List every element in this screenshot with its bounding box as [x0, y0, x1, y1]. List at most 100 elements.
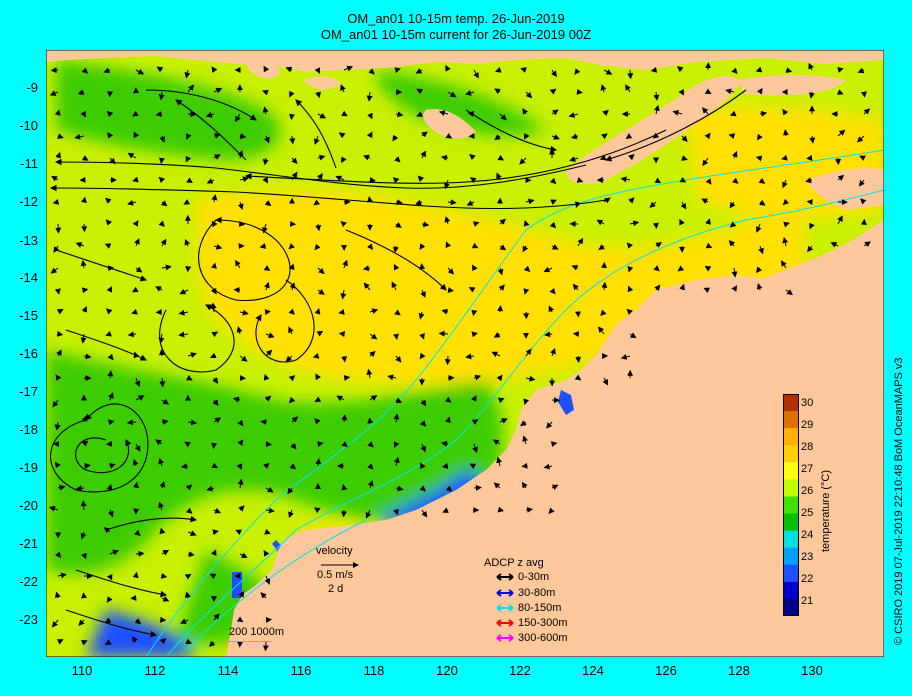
- current-vector: [447, 267, 454, 275]
- current-vector: [133, 351, 140, 359]
- y-tick-label: -14: [19, 270, 38, 285]
- current-vector: [440, 154, 449, 161]
- current-vector: [655, 242, 663, 248]
- current-vector: [806, 154, 813, 161]
- current-vector: [335, 175, 345, 182]
- current-vector: [161, 549, 170, 556]
- current-vector: [54, 288, 61, 295]
- adcp-legend-title: ADCP z avg: [484, 557, 544, 569]
- current-vector: [104, 243, 112, 249]
- current-vector: [238, 591, 245, 599]
- current-vector: [549, 88, 557, 95]
- current-vector: [496, 456, 503, 467]
- current-vector: [340, 84, 346, 93]
- current-vector: [187, 352, 197, 358]
- current-vector: [468, 287, 476, 293]
- current-vector: [209, 573, 217, 580]
- current-vector: [316, 173, 323, 181]
- current-vector: [473, 69, 479, 79]
- current-vector: [106, 110, 114, 118]
- current-vector: [340, 289, 347, 300]
- current-vector: [237, 478, 244, 489]
- current-vector: [837, 174, 845, 182]
- current-vector: [187, 84, 195, 93]
- current-vector: [837, 215, 843, 225]
- current-vector: [336, 395, 345, 402]
- current-vector: [805, 177, 813, 184]
- current-vector: [180, 618, 189, 624]
- current-vector: [392, 134, 399, 142]
- current-vector: [179, 288, 189, 295]
- y-tick-label: -10: [19, 118, 38, 133]
- current-vector: [107, 370, 114, 379]
- current-vector: [860, 198, 867, 205]
- current-vector: [289, 463, 297, 470]
- y-tick-label: -23: [19, 612, 38, 627]
- current-vector: [212, 377, 219, 384]
- current-vector: [263, 550, 270, 557]
- current-vector: [56, 349, 62, 357]
- current-vector: [704, 88, 712, 94]
- current-vector: [419, 485, 426, 492]
- current-vector: [369, 333, 378, 340]
- current-vector: [104, 639, 112, 645]
- current-vector: [184, 69, 191, 79]
- current-vector: [235, 259, 241, 269]
- current-vector: [264, 200, 272, 207]
- current-vector: [369, 395, 378, 401]
- current-streamlines: [49, 89, 747, 638]
- current-vector: [265, 332, 275, 338]
- current-vector: [239, 176, 249, 183]
- current-vector: [155, 111, 163, 118]
- current-vector: [186, 375, 193, 381]
- current-vector: [497, 154, 505, 161]
- current-vector: [497, 397, 505, 404]
- current-vector: [54, 461, 61, 469]
- current-vector: [756, 133, 763, 141]
- current-vector: [263, 265, 271, 271]
- y-tick-label: -13: [19, 233, 38, 248]
- current-vector: [237, 201, 244, 210]
- current-vector: [54, 421, 61, 431]
- current-vector: [75, 242, 85, 248]
- current-vector: [441, 308, 449, 315]
- current-vector: [103, 527, 111, 534]
- current-vector: [313, 507, 321, 514]
- current-vector: [205, 111, 215, 118]
- y-tick-label: -17: [19, 384, 38, 399]
- current-vector: [213, 87, 223, 94]
- current-vector: [731, 267, 738, 278]
- current-vector: [132, 458, 139, 467]
- current-vector: [74, 133, 85, 140]
- current-vector: [212, 529, 219, 536]
- double-arrow-icon: [496, 619, 514, 627]
- current-vector: [262, 641, 269, 652]
- current-vector: [289, 113, 295, 121]
- current-vector: [262, 157, 269, 166]
- current-vector: [627, 285, 634, 293]
- colorbar-tick-label: 30: [801, 397, 814, 409]
- current-vector: [178, 309, 189, 316]
- current-vector: [108, 463, 116, 469]
- current-vector: [392, 177, 400, 184]
- current-vector: [680, 201, 687, 210]
- current-vector: [444, 216, 451, 225]
- current-vector: [106, 596, 113, 603]
- y-tick-label: -22: [19, 574, 38, 589]
- current-vector: [184, 591, 191, 599]
- current-vector: [50, 267, 59, 274]
- current-vector: [239, 309, 249, 316]
- current-vector: [598, 244, 605, 250]
- current-vector: [830, 242, 839, 248]
- colorbar-swatch: [783, 428, 799, 446]
- current-vector: [315, 458, 322, 467]
- current-vector: [782, 198, 790, 206]
- current-vector: [106, 573, 113, 581]
- current-vector: [106, 484, 113, 491]
- current-vector: [105, 308, 113, 315]
- current-vector: [465, 89, 475, 96]
- current-vector: [235, 529, 243, 536]
- current-vector: [237, 419, 244, 427]
- current-vector: [837, 129, 846, 137]
- current-vector: [316, 330, 324, 337]
